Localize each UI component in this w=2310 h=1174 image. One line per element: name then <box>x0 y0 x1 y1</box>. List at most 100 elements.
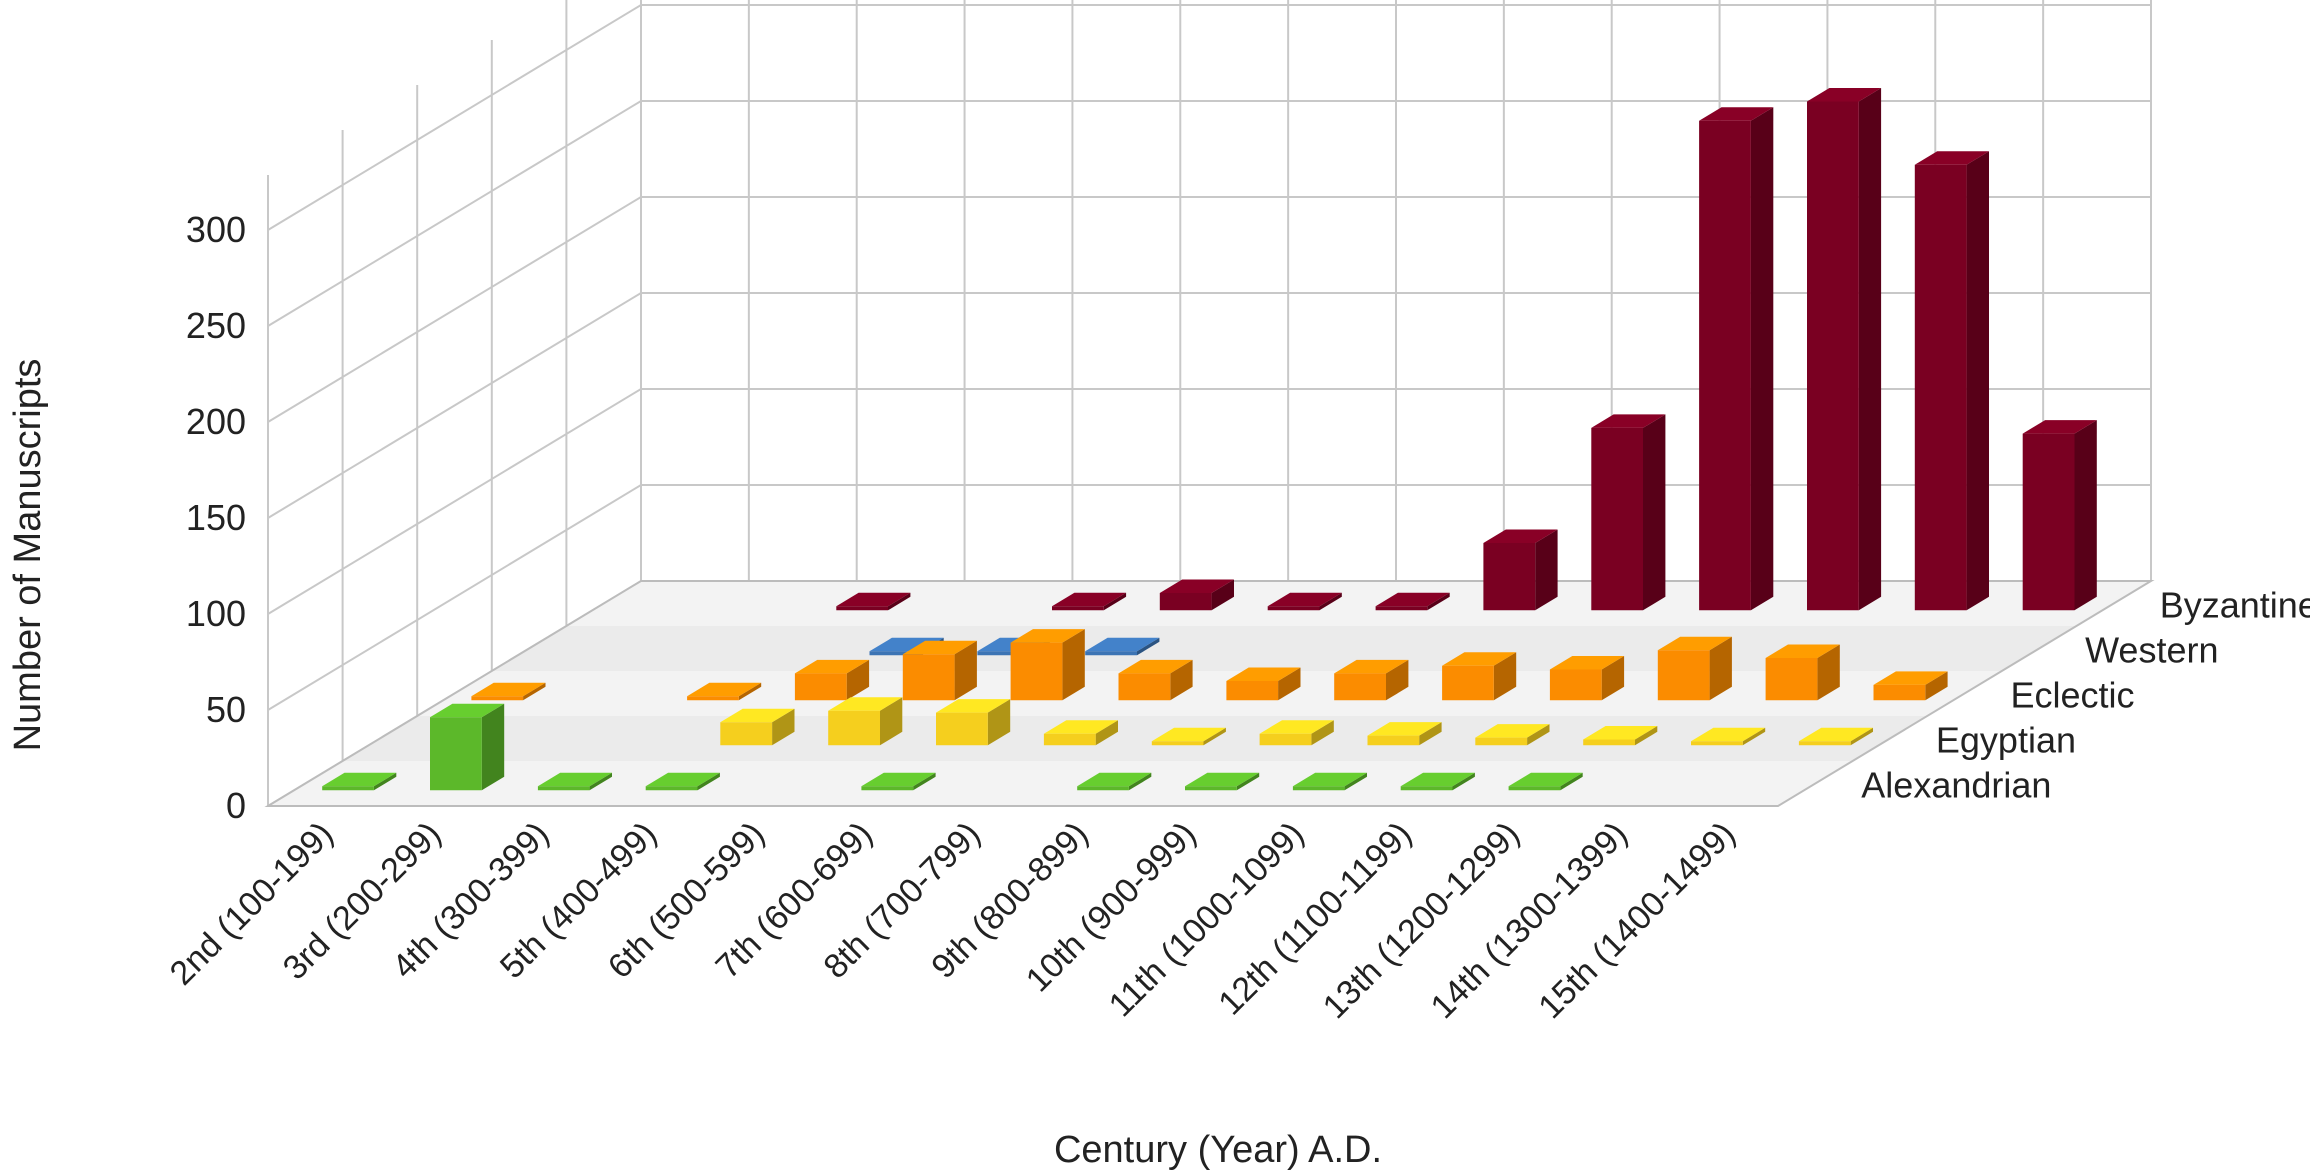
bar-front <box>1873 684 1926 701</box>
bar-byzantine-6 <box>1267 592 1342 611</box>
bar-side <box>523 682 546 701</box>
bar-eclectic-4 <box>902 640 977 701</box>
bar-front <box>1226 681 1279 701</box>
bar-front <box>1699 120 1751 611</box>
bar-top <box>687 682 762 697</box>
bar-front <box>1052 606 1104 611</box>
bar-front <box>1118 673 1171 701</box>
bar-front <box>794 673 847 701</box>
bar-top <box>1185 772 1260 787</box>
floor-band <box>268 761 1853 806</box>
bar-side <box>1742 727 1766 746</box>
bar-side <box>1601 656 1625 701</box>
bar-top <box>1010 629 1085 643</box>
bar-eclectic-0 <box>471 682 546 701</box>
bar-side <box>1925 671 1948 701</box>
bar-side <box>1858 88 1882 611</box>
bar-alexandrian-1 <box>430 703 505 791</box>
bar-front <box>1591 427 1643 611</box>
bar-alexandrian-0 <box>322 772 397 791</box>
bar-side <box>987 699 1011 746</box>
bar-front <box>1691 741 1743 746</box>
bar-side <box>888 592 911 611</box>
bar-eclectic-11 <box>1657 636 1732 701</box>
bar-side <box>1311 720 1334 746</box>
bar-side <box>373 772 397 791</box>
bar-side <box>1319 592 1342 611</box>
bar-front <box>828 710 880 746</box>
bar-eclectic-12 <box>1765 644 1840 701</box>
bar-top <box>1052 592 1127 607</box>
bar-top <box>1151 727 1226 742</box>
bar-side <box>481 703 505 791</box>
bar-side <box>1643 414 1666 611</box>
bar-top <box>645 772 720 787</box>
bar-top <box>1475 724 1550 738</box>
bar-front <box>1583 739 1635 746</box>
bar-top <box>836 592 911 607</box>
bar-front <box>1367 735 1420 746</box>
bar-front <box>1085 651 1137 656</box>
bar-top <box>1085 637 1160 652</box>
bar-alexandrian-5 <box>861 772 936 791</box>
series-label-eclectic: Eclectic <box>2011 675 2135 716</box>
bar-front <box>1798 741 1851 746</box>
bar-egyptian-10 <box>1475 724 1550 746</box>
series-label-egyptian: Egyptian <box>1936 720 2076 761</box>
bar-top <box>1873 671 1948 685</box>
bar-top <box>1583 726 1658 740</box>
y-tick-label: 200 <box>186 401 246 442</box>
x-axis-categories: 2nd (100-199)3rd (200-299)4th (300-399)5… <box>163 815 1743 1026</box>
bar-side <box>1635 726 1658 746</box>
x-category-label: 13th (1200-1299) <box>1316 815 1527 1026</box>
bar-front <box>1400 786 1453 791</box>
bar-side <box>738 682 762 701</box>
bar-side <box>1062 629 1085 701</box>
bar-top <box>1798 727 1873 742</box>
bar-alexandrian-2 <box>537 772 612 791</box>
bar-byzantine-5 <box>1159 579 1234 611</box>
bar-top <box>1483 529 1558 543</box>
y-axis-title: Number of Manuscripts <box>7 359 49 752</box>
bar-western-5 <box>1085 637 1160 656</box>
bar-front <box>1475 737 1528 746</box>
bar-byzantine-11 <box>1807 88 1882 611</box>
bar-front <box>1043 733 1096 746</box>
floor-band <box>566 581 2151 626</box>
bar-top <box>1367 722 1442 736</box>
bar-side <box>1103 592 1127 611</box>
bar-side <box>1236 772 1260 791</box>
bar-side <box>880 697 903 746</box>
bar-side <box>1750 107 1774 611</box>
bar-side <box>1095 720 1118 746</box>
bar-top <box>1765 644 1840 658</box>
bar-top <box>1549 656 1625 670</box>
bar-side <box>1427 592 1450 611</box>
bar-front <box>1549 669 1602 701</box>
bar-alexandrian-10 <box>1400 772 1475 791</box>
bar-eclectic-13 <box>1873 671 1948 701</box>
bar-egyptian-5 <box>936 699 1011 746</box>
bar-side <box>1211 579 1234 611</box>
bar-byzantine-2 <box>836 592 911 611</box>
bar-top <box>1334 659 1409 674</box>
y-tick-label: 0 <box>226 785 246 826</box>
x-category-label: 14th (1300-1399) <box>1423 815 1634 1026</box>
bar-front <box>1151 741 1204 746</box>
bar-byzantine-12 <box>1914 151 1989 611</box>
bar-side <box>1560 772 1583 791</box>
x-category-label: 12th (1100-1199) <box>1211 815 1419 1023</box>
bar-front <box>322 786 374 791</box>
y-axis-ticks: 0 50 100 150 200 250 300 <box>186 209 246 826</box>
bar-egyptian-13 <box>1798 727 1873 746</box>
bar-alexandrian-3 <box>645 772 720 791</box>
bar-front <box>430 717 482 791</box>
bar-side <box>1170 659 1193 701</box>
bar-egyptian-12 <box>1691 727 1766 746</box>
y-tick-label: 150 <box>186 497 246 538</box>
bar-top <box>1657 636 1732 651</box>
bar-front <box>1483 543 1536 611</box>
bar-front <box>836 606 888 611</box>
series-label-alexandrian: Alexandrian <box>1861 765 2051 806</box>
bar-top <box>1118 659 1193 674</box>
